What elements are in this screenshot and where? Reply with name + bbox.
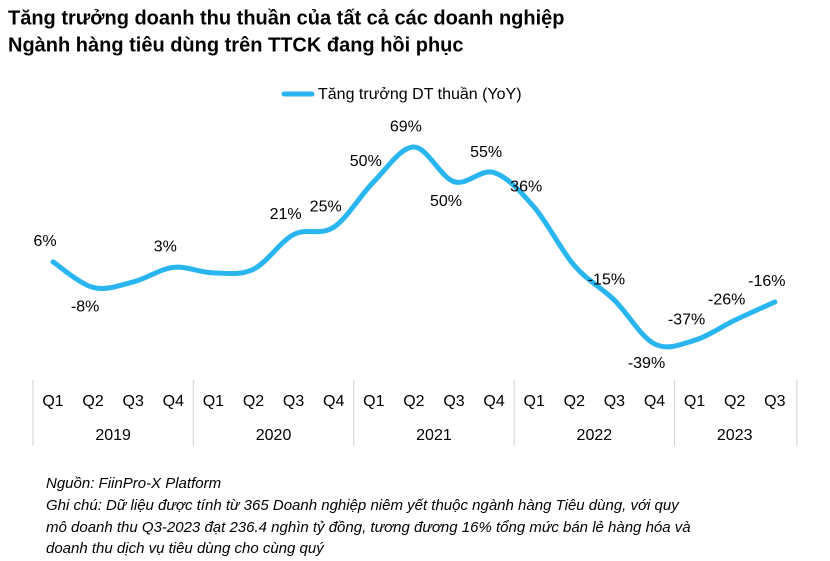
data-label: -8% (71, 299, 99, 316)
x-tick-label: Q3 (604, 393, 625, 410)
data-label: 36% (510, 178, 542, 195)
x-group-label: 2022 (577, 427, 613, 444)
legend-label: Tăng trưởng DT thuần (YoY) (318, 86, 522, 103)
x-tick-label: Q3 (764, 393, 785, 410)
x-group-label: 2023 (717, 427, 753, 444)
data-label: 69% (390, 118, 422, 135)
note: Nguồn: FiinPro-X Platform (46, 475, 221, 492)
x-tick-label: Q1 (203, 393, 224, 410)
data-label: 50% (430, 193, 462, 210)
x-tick-label: Q2 (82, 393, 103, 410)
x-group-label: 2020 (256, 427, 292, 444)
x-tick-label: Q3 (283, 393, 304, 410)
x-tick-label: Q1 (684, 393, 705, 410)
line-series (50, 144, 778, 350)
data-label: 25% (310, 198, 342, 215)
data-label: -26% (708, 291, 745, 308)
x-tick-label: Q1 (524, 393, 545, 410)
data-label: -15% (588, 271, 625, 288)
x-tick-label: Q3 (123, 393, 144, 410)
x-tick-label: Q2 (243, 393, 264, 410)
data-label: -37% (668, 312, 705, 329)
note: mô doanh thu Q3-2023 đạt 236.4 nghìn tỷ … (46, 519, 691, 536)
data-label: -16% (748, 273, 785, 290)
data-label: 6% (33, 233, 56, 250)
x-tick-label: Q4 (323, 393, 344, 410)
x-tick-label: Q1 (42, 393, 63, 410)
chart-title: Tăng trưởng doanh thu thuần của tất cả c… (8, 7, 565, 29)
x-tick-label: Q4 (644, 393, 665, 410)
x-tick-label: Q2 (403, 393, 424, 410)
data-label: 3% (154, 239, 177, 256)
x-group-label: 2019 (95, 427, 131, 444)
x-tick-label: Q2 (564, 393, 585, 410)
data-label: 55% (470, 144, 502, 161)
x-tick-label: Q4 (163, 393, 184, 410)
data-label: 21% (270, 206, 302, 223)
x-tick-label: Q3 (443, 393, 464, 410)
data-label: -39% (628, 355, 665, 372)
note: doanh thu dịch vụ tiêu dùng cho cùng quý (46, 540, 325, 557)
data-label: 50% (350, 153, 382, 170)
note: Ghi chú: Dữ liệu được tính từ 365 Doanh … (46, 497, 680, 514)
x-tick-label: Q2 (724, 393, 745, 410)
x-group-label: 2021 (416, 427, 452, 444)
x-tick-label: Q4 (483, 393, 504, 410)
x-tick-label: Q1 (363, 393, 384, 410)
chart-title: Ngành hàng tiêu dùng trên TTCK đang hồi … (8, 34, 464, 56)
